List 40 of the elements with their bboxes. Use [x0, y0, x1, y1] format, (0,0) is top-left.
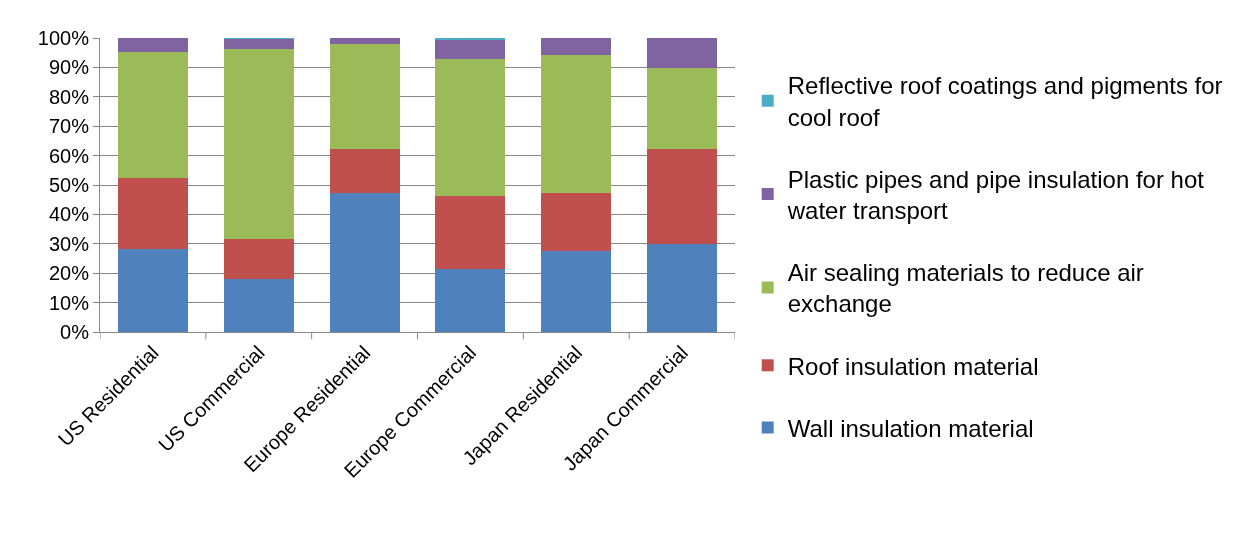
bar [435, 269, 506, 332]
bar [435, 59, 506, 196]
y-tick-label: 50% [48, 174, 90, 196]
y-tick-label: 60% [48, 144, 90, 167]
bar [329, 38, 400, 44]
bar [541, 251, 612, 332]
bar [541, 192, 612, 252]
bar [117, 51, 188, 178]
legend-label: Plastic pipes and pipe insulation for hot water transport [786, 165, 1205, 225]
bar [223, 49, 294, 239]
bar [647, 148, 718, 244]
legend-label: Air sealing materials to reduce air exchange [787, 259, 1144, 318]
y-tick-label: 0% [60, 321, 90, 343]
bar [223, 279, 294, 332]
y-tick-label: 20% [48, 262, 90, 285]
legend-label: Wall insulation material [787, 414, 1034, 442]
y-tick-label: 70% [48, 115, 90, 138]
bar [541, 55, 612, 193]
bar [435, 39, 506, 60]
bar [329, 149, 400, 194]
bar [647, 38, 718, 68]
bar [541, 38, 612, 56]
bar [329, 43, 400, 150]
bar [647, 67, 718, 149]
bar [435, 195, 506, 270]
y-tick-label: 30% [48, 232, 90, 255]
bar [223, 38, 294, 50]
legend-label: Reflective roof coatings and pigments for cool roof [787, 72, 1223, 131]
bar [223, 238, 294, 280]
bar [117, 249, 188, 332]
y-tick-label: 100% [37, 27, 90, 49]
y-tick-label: 40% [48, 203, 90, 226]
legend-label: Roof insulation material [787, 352, 1039, 380]
y-tick-label: 90% [48, 56, 90, 79]
bar [117, 177, 188, 250]
bar [329, 193, 400, 332]
y-tick-label: 10% [48, 291, 90, 314]
bar [117, 38, 188, 52]
bar [647, 243, 718, 332]
y-tick-label: 80% [48, 85, 90, 108]
